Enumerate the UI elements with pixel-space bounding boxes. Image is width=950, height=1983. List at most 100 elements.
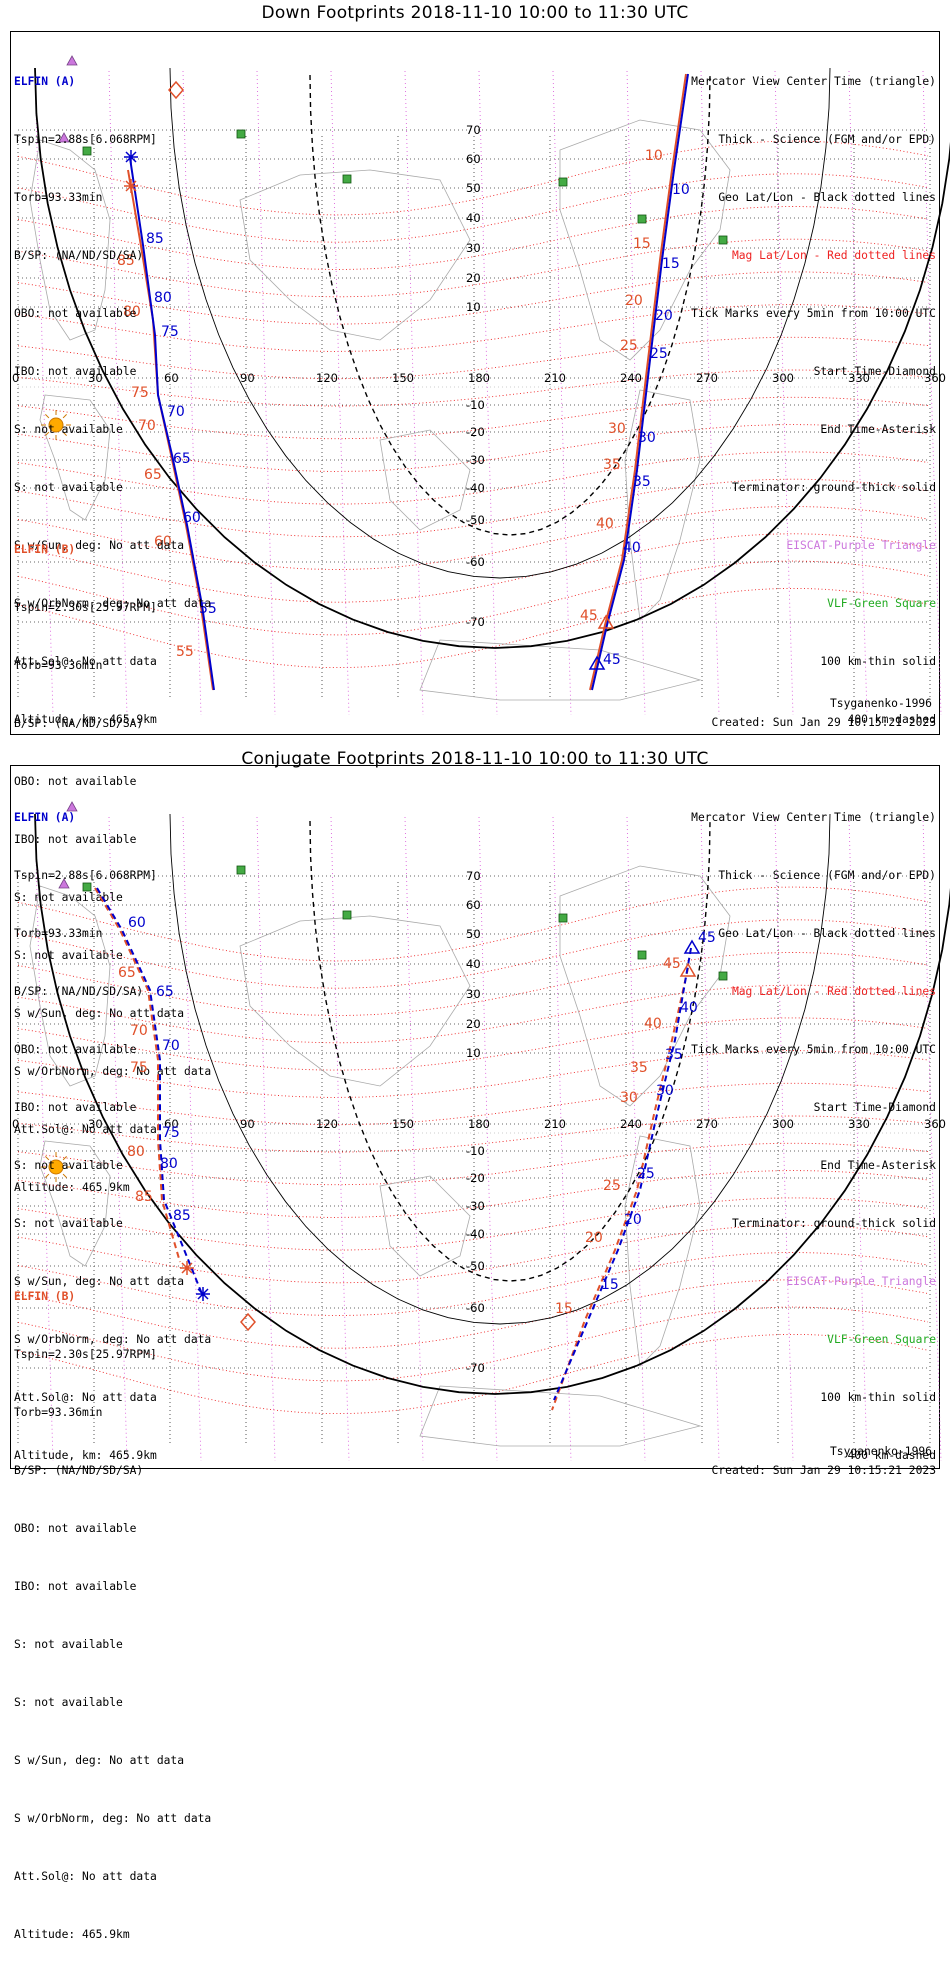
elfin-b-tick-label: 25 bbox=[620, 338, 638, 354]
elfin-b-tick-label: 75 bbox=[131, 385, 149, 401]
mag-parallel bbox=[17, 560, 929, 636]
lat-tick-label: 70 bbox=[466, 123, 481, 137]
elfin-b-tick-label: 40 bbox=[596, 516, 614, 532]
coastline bbox=[239, 915, 471, 1087]
coastline bbox=[379, 429, 471, 531]
legend-item: Mercator View Center Time (triangle) bbox=[691, 74, 936, 88]
elfin-b-tick-label: 65 bbox=[118, 965, 136, 981]
eiscat-triangle bbox=[58, 132, 70, 143]
lat-tick-label: -20 bbox=[466, 1171, 485, 1185]
mag-parallel bbox=[17, 451, 929, 505]
mag-parallel bbox=[17, 271, 929, 325]
elfin-a-tick-label: 60 bbox=[128, 915, 146, 931]
lat-tick-label: -70 bbox=[466, 615, 485, 629]
eiscat-triangle bbox=[58, 878, 70, 889]
info-line: Att.Sol@: No att data bbox=[14, 1391, 157, 1404]
info-line: S: not available bbox=[14, 480, 123, 494]
footprint-map: 0 30 60 90 120 150 180 210 240 270 300 330 360 70 60 50… bbox=[12, 55, 950, 716]
elfin-a-tick-label: 65 bbox=[156, 984, 174, 1000]
vlf-green-square bbox=[342, 174, 352, 184]
elfin-b-tick-label: 25 bbox=[603, 1178, 621, 1194]
lon-tick-label: 150 bbox=[392, 1117, 414, 1131]
vlf-green-square bbox=[718, 235, 728, 245]
lat-tick-label: 50 bbox=[466, 181, 481, 195]
elfin-b-tick-label: 15 bbox=[633, 236, 651, 252]
elfin-b-tick-label: 20 bbox=[625, 293, 643, 309]
elfin-a-tick-label: 70 bbox=[162, 1038, 180, 1054]
model-label: Tsyganenko-1996 bbox=[829, 697, 932, 710]
lon-tick-label: 120 bbox=[316, 371, 338, 385]
mag-parallel bbox=[17, 1306, 929, 1382]
created-label: Created: Sun Jan 29 10:15:21 2023 bbox=[711, 716, 936, 729]
lon-tick-label: 150 bbox=[392, 371, 414, 385]
center-triangle bbox=[597, 614, 615, 629]
lat-tick-label: -40 bbox=[466, 1227, 485, 1241]
created-label: Created: Sun Jan 29 10:15:21 2023 bbox=[711, 1464, 936, 1477]
legend-item: Start Time-Diamond bbox=[813, 364, 936, 378]
mag-parallel bbox=[17, 424, 929, 472]
info-line: Tspin=2.88s[6.068RPM] bbox=[14, 868, 157, 882]
legend-item: 100 km-thin solid bbox=[820, 1391, 936, 1404]
info-line: S w/Sun, deg: No att data bbox=[14, 1274, 185, 1288]
elfin-a-tick-label: 45 bbox=[603, 652, 621, 668]
elfin-a-tick-label: 55 bbox=[199, 601, 217, 617]
legend-item: Mag Lat/Lon - Red dotted lines bbox=[731, 248, 936, 262]
elfin-b-tick-label: 85 bbox=[135, 1189, 153, 1205]
map-frame bbox=[10, 765, 940, 1469]
elfin-b-tick-label: 70 bbox=[138, 418, 156, 434]
elfin-a-tick-label: 65 bbox=[173, 451, 191, 467]
elfin-a-tick-label: 40 bbox=[623, 540, 641, 556]
info-line: Att.Sol@: No att data bbox=[14, 655, 157, 668]
coastline bbox=[559, 119, 731, 361]
info-line: Altitude, km: 465.9km bbox=[14, 1449, 157, 1463]
lat-tick-label: 20 bbox=[466, 271, 481, 285]
legend-item: Mercator View Center Time (triangle) bbox=[691, 810, 936, 824]
lat-tick-label: 40 bbox=[466, 211, 481, 225]
info-line: Torb=93.33min bbox=[14, 926, 103, 940]
down-footprints-panel: Down Footprints 2018-11-10 10:00 to 11:3… bbox=[0, 0, 950, 1194]
eiscat-triangle bbox=[66, 801, 78, 812]
info-line: Tspin=2.30s[25.97RPM] bbox=[14, 600, 157, 614]
mag-parallel bbox=[17, 140, 929, 216]
elfin-b-tick-label: 20 bbox=[585, 1230, 603, 1246]
legend-item: 400 km-dashed bbox=[847, 1449, 936, 1463]
lat-tick-label: -70 bbox=[466, 1361, 485, 1375]
lon-tick-label: 90 bbox=[240, 1117, 255, 1131]
elfin-a-tick-label: 25 bbox=[650, 346, 668, 362]
lat-tick-label: -10 bbox=[466, 1144, 485, 1158]
legend-item: EISCAT-Purple Triangle bbox=[786, 538, 936, 552]
elfin-a-tick-label: 35 bbox=[633, 474, 651, 490]
elfin-a-tick-label: 30 bbox=[638, 430, 656, 446]
lat-tick-label: -20 bbox=[466, 425, 485, 439]
legend-item: End Time-Asterisk bbox=[820, 1158, 936, 1172]
elfin-a-tick-label: 20 bbox=[655, 308, 673, 324]
elfin-b-tick-label: 15 bbox=[555, 1301, 573, 1317]
legend-item: Start Time-Diamond bbox=[813, 1100, 936, 1114]
mag-meridian bbox=[552, 70, 572, 716]
info-line: OBO: not available bbox=[14, 774, 137, 788]
lat-tick-label: -60 bbox=[466, 555, 485, 569]
lon-tick-label: 0 bbox=[12, 371, 19, 385]
lon-tick-label: 360 bbox=[924, 371, 946, 385]
lon-tick-label: 240 bbox=[620, 371, 642, 385]
legend-item: Thick - Science (FGM and/or EPD) bbox=[718, 132, 936, 146]
info-line: S w/Sun, deg: No att data bbox=[14, 1753, 185, 1767]
lat-tick-label: -60 bbox=[466, 1301, 485, 1315]
mag-parallel bbox=[17, 886, 929, 962]
lat-tick-label: 20 bbox=[466, 1017, 481, 1031]
sun-ray bbox=[45, 1173, 50, 1178]
footprint-map: 0 30 60 90 120 150 180 210 240 270 300 330 360 70 60 50… bbox=[12, 801, 950, 1462]
elfin-b-tick-label: 70 bbox=[130, 1023, 148, 1039]
vlf-green-square bbox=[82, 146, 92, 156]
info-line: S w/OrbNorm, deg: No att data bbox=[14, 1811, 212, 1825]
sun-ray bbox=[62, 1156, 67, 1161]
elfin-b-header: ELFIN (B) bbox=[14, 1289, 76, 1303]
lat-tick-label: -30 bbox=[466, 453, 485, 467]
legend-item: 400 km-dashed bbox=[847, 713, 936, 727]
lon-tick-label: 210 bbox=[544, 1117, 566, 1131]
legend-item: Thick - Science (FGM and/or EPD) bbox=[718, 868, 936, 882]
elfin-a-tick-label: 25 bbox=[637, 1166, 655, 1182]
elfin-b-info: ELFIN (B) Tspin=2.30s[25.97RPM] Torb=93.… bbox=[14, 1248, 211, 1983]
elfin-a-tick-label: 15 bbox=[601, 1277, 619, 1293]
lon-tick-label: 300 bbox=[772, 371, 794, 385]
